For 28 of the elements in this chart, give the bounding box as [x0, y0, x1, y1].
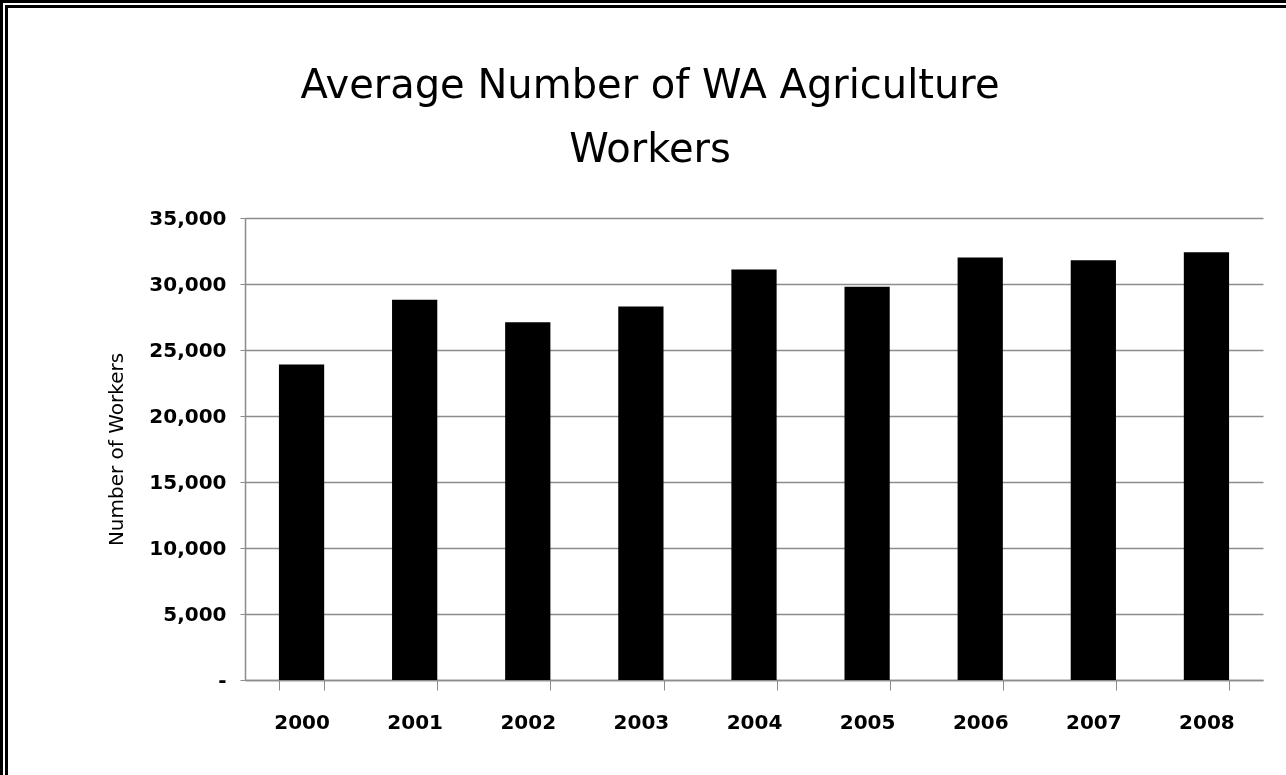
chart-title: Average Number of WA Agriculture Workers	[300, 61, 1000, 171]
y-tick-label: 20,000	[149, 403, 227, 428]
bar	[1070, 260, 1116, 680]
bar	[392, 299, 438, 680]
x-tick-label: 2004	[726, 709, 783, 734]
x-tick-label: 2006	[952, 709, 1009, 734]
y-axis-title: Number of Workers	[104, 352, 129, 547]
y-tick-label: 10,000	[149, 535, 227, 560]
bar	[618, 306, 664, 680]
y-tick-label: 30,000	[149, 271, 227, 296]
x-tick-label: 2007	[1066, 709, 1122, 734]
y-tick-label: -	[218, 667, 227, 692]
bar	[731, 269, 777, 680]
bar	[957, 257, 1003, 680]
x-tick-label: 2000	[274, 709, 330, 734]
bar	[844, 286, 890, 680]
x-tick-label: 2003	[613, 709, 670, 734]
x-tick-label: 2001	[387, 709, 443, 734]
y-tick-label: 35,000	[149, 205, 227, 230]
bar	[278, 364, 325, 680]
x-tick-label: 2002	[500, 709, 557, 734]
y-tick-label: 5,000	[163, 601, 227, 626]
x-tick-label: 2005	[839, 709, 896, 734]
y-tick-label: 25,000	[149, 337, 227, 362]
bar	[505, 322, 551, 680]
x-tick-label: 2008	[1179, 709, 1235, 734]
y-tick-label: 15,000	[149, 469, 227, 494]
bar	[1183, 252, 1230, 680]
